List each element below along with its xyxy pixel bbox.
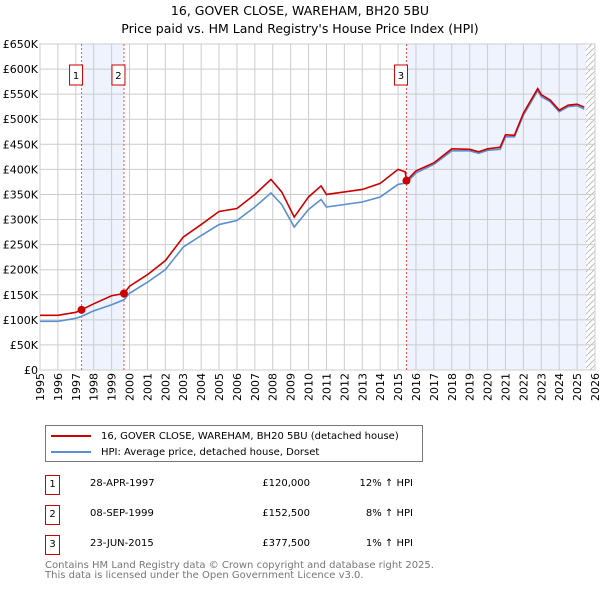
shaded-period <box>406 44 587 370</box>
x-tick-label: 2009 <box>285 373 298 401</box>
x-tick-label: 2016 <box>410 373 423 401</box>
y-tick-label: £350K <box>3 188 39 201</box>
x-tick-label: 2015 <box>392 373 405 401</box>
y-tick-label: £300K <box>3 214 39 227</box>
sale-point <box>77 305 86 314</box>
sale-price: £377,500 <box>262 538 310 549</box>
sale-number: 2 <box>45 505 60 525</box>
sale-point <box>119 289 128 298</box>
legend-label: HPI: Average price, detached house, Dors… <box>101 446 320 458</box>
x-tick-label: 2020 <box>482 373 495 401</box>
sale-row: 3 23-JUN-2015 £377,500 1% ↑ HPI <box>45 535 445 555</box>
x-tick-label: 2013 <box>356 373 369 401</box>
sale-row: 2 08-SEP-1999 £152,500 8% ↑ HPI <box>45 505 445 525</box>
y-tick-label: £550K <box>3 88 39 101</box>
x-tick-label: 1999 <box>106 373 119 401</box>
legend-swatch <box>51 451 91 453</box>
y-tick-label: £650K <box>3 38 39 51</box>
x-tick-label: 2004 <box>195 373 208 401</box>
sale-date: 23-JUN-2015 <box>90 538 154 549</box>
sale-price: £120,000 <box>262 478 310 489</box>
y-tick-label: £400K <box>3 163 39 176</box>
x-tick-label: 2011 <box>320 373 333 401</box>
plot-border <box>39 43 596 371</box>
y-tick-label: £600K <box>3 63 39 76</box>
y-tick-label: £200K <box>3 264 39 277</box>
chart-plot: £0 £50K £100K £150K £200K £250K £300K £350K £400… <box>3 38 600 401</box>
y-tick-label: £250K <box>3 239 39 252</box>
x-tick-label: 2006 <box>231 373 244 401</box>
sale-date: 28-APR-1997 <box>90 478 155 489</box>
x-tick-label: 1998 <box>88 373 101 401</box>
legend-swatch <box>51 435 91 437</box>
legend-label: 16, GOVER CLOSE, WAREHAM, BH20 5BU (deta… <box>101 430 399 442</box>
x-tick-label: 2005 <box>213 373 226 401</box>
shaded-period <box>81 44 124 370</box>
x-tick-label: 2012 <box>338 373 351 401</box>
x-tick-label: 2007 <box>249 373 262 401</box>
y-tick-label: £500K <box>3 113 39 126</box>
x-tick-label: 2001 <box>141 373 154 401</box>
footer-line: Contains HM Land Registry data © Crown c… <box>45 560 434 571</box>
legend-item-property: 16, GOVER CLOSE, WAREHAM, BH20 5BU (deta… <box>51 428 399 444</box>
sale-price: £152,500 <box>262 508 310 519</box>
sale-label: 1 <box>73 71 79 82</box>
sale-hpi-diff: 1% ↑ HPI <box>365 538 413 549</box>
legend-item-hpi: HPI: Average price, detached house, Dors… <box>51 444 319 460</box>
sale-label: 2 <box>115 71 121 82</box>
sale-label-box <box>111 64 126 86</box>
y-tick-label: £150K <box>3 289 39 302</box>
x-tick-label: 2008 <box>267 373 280 401</box>
sale-number: 3 <box>45 535 60 555</box>
x-tick-label: 2019 <box>464 373 477 401</box>
y-tick-label: £50K <box>10 339 39 352</box>
x-tick-label: 2002 <box>159 373 172 401</box>
property-price-line <box>40 87 585 317</box>
x-tick-label: 2023 <box>535 373 548 401</box>
y-tick-label: £450K <box>3 138 39 151</box>
x-tick-label: 1997 <box>70 373 83 401</box>
sale-label-box <box>393 64 408 86</box>
x-tick-label: 2021 <box>499 373 512 401</box>
future-hatch <box>586 44 595 370</box>
x-tick-label: 2010 <box>303 373 316 401</box>
x-tick-label: 2025 <box>571 373 584 401</box>
sale-point <box>402 176 411 185</box>
chart-title: 16, GOVER CLOSE, WAREHAM, BH20 5BU <box>170 3 430 18</box>
y-tick-label: £100K <box>3 314 39 327</box>
sale-date: 08-SEP-1999 <box>90 508 154 519</box>
sale-row: 1 28-APR-1997 £120,000 12% ↑ HPI <box>45 475 445 495</box>
x-tick-label: 2026 <box>589 373 600 401</box>
x-tick-label: 1996 <box>52 373 65 401</box>
x-tick-label: 2014 <box>374 373 387 401</box>
y-tick-label: £0 <box>24 364 38 377</box>
x-tick-label: 2022 <box>517 373 530 401</box>
legend: 16, GOVER CLOSE, WAREHAM, BH20 5BU (deta… <box>45 425 423 462</box>
x-tick-label: 2017 <box>428 373 441 401</box>
x-tick-label: 2018 <box>446 373 459 401</box>
sale-hpi-diff: 8% ↑ HPI <box>365 508 413 519</box>
x-tick-label: 1995 <box>34 373 47 401</box>
x-tick-label: 2000 <box>124 373 137 401</box>
footer-line: This data is licensed under the Open Gov… <box>45 570 364 581</box>
x-tick-label: 2003 <box>177 373 190 401</box>
sale-label-box <box>69 64 84 86</box>
chart-subtitle: Price paid vs. HM Land Registry's House … <box>121 21 479 36</box>
sale-number: 1 <box>45 475 60 495</box>
sale-hpi-diff: 12% ↑ HPI <box>359 478 413 489</box>
sale-label: 3 <box>398 71 404 82</box>
x-tick-label: 2024 <box>553 373 566 401</box>
